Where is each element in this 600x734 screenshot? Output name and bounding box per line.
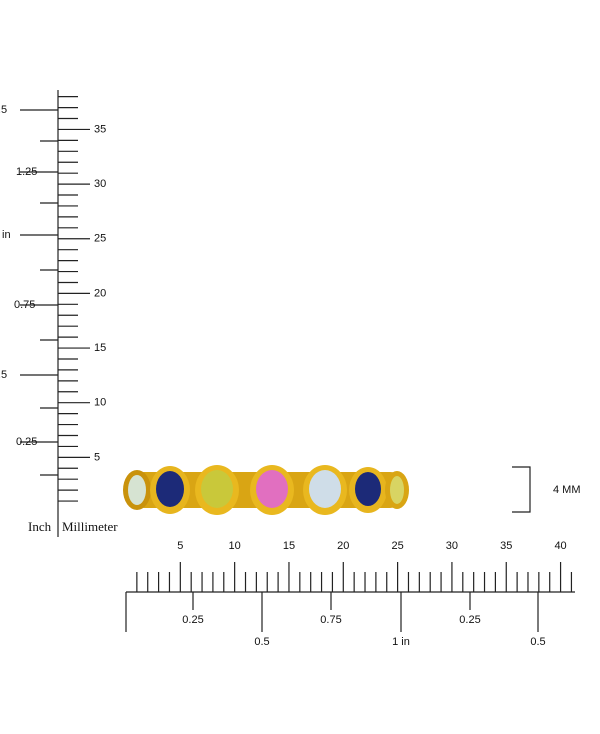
mm-label: 20 (94, 287, 106, 299)
inch-label: 0.75 (14, 299, 35, 311)
mm-label: 25 (391, 540, 403, 552)
mm-label: 5 (94, 451, 100, 463)
mm-label: 30 (94, 178, 106, 190)
mm-label: 35 (94, 123, 106, 135)
mm-label: 25 (94, 233, 106, 245)
inch-label: in (2, 229, 11, 241)
inch-title: Inch (28, 519, 52, 534)
mm-label: 10 (94, 397, 106, 409)
mm-title: Millimeter (62, 519, 118, 534)
mm-label: 30 (446, 540, 458, 552)
inch-label: 1.25 (16, 166, 37, 178)
inch-label: .5 (0, 104, 7, 116)
inch-label: 0.75 (320, 614, 341, 626)
inch-label: .5 (0, 369, 7, 381)
inch-label: 0.25 (459, 614, 480, 626)
mm-label: 15 (94, 342, 106, 354)
inch-label: 0.5 (530, 636, 545, 648)
inch-label: 0.5 (254, 636, 269, 648)
inch-label: 1 in (392, 636, 410, 648)
mm-label: 40 (554, 540, 566, 552)
inch-label: 0.25 (182, 614, 203, 626)
mm-label: 10 (229, 540, 241, 552)
mm-label: 5 (177, 540, 183, 552)
mm-label: 20 (337, 540, 349, 552)
width-bracket (512, 466, 531, 513)
mm-label: 35 (500, 540, 512, 552)
inch-label: 0.25 (16, 436, 37, 448)
mm-label: 15 (283, 540, 295, 552)
ring (123, 465, 409, 515)
width-label: 4 MM (553, 484, 581, 496)
